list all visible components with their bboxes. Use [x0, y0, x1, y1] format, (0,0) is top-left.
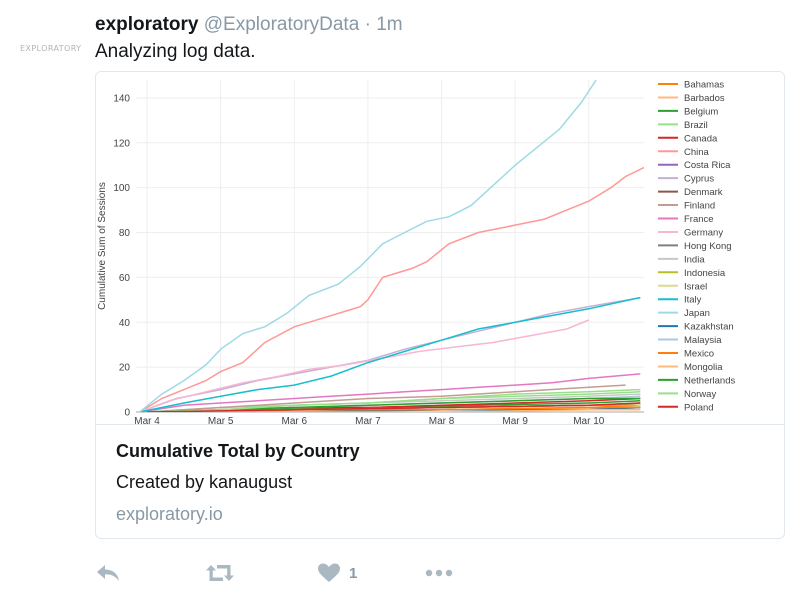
user-handle[interactable]: @ExploratoryData — [203, 14, 360, 35]
x-tick-label: Mar 10 — [573, 416, 605, 424]
legend-label: France — [684, 214, 714, 225]
legend-label: China — [684, 147, 710, 158]
card-description: Created by kanaugust — [116, 472, 293, 492]
y-tick-label: 40 — [119, 318, 131, 329]
legend-label: Malaysia — [684, 335, 722, 346]
card-image[interactable]: 0 20 40 60 80 100 120 140 Mar 4 Mar 5 Mar 6 Mar 7 Ma… — [96, 72, 784, 428]
series-line-china — [139, 166, 644, 412]
legend-label: Finland — [684, 201, 715, 212]
y-axis-label: Cumulative Sum of Sessions — [97, 182, 108, 310]
legend-label: India — [684, 254, 705, 265]
y-tick-label: 0 — [124, 408, 130, 419]
legend-label: Japan — [684, 308, 710, 319]
more-button[interactable] — [425, 562, 453, 584]
legend-label: Kazakhstan — [684, 322, 734, 333]
x-tick-label: Mar 9 — [502, 416, 528, 424]
x-tick-label: Mar 4 — [134, 416, 160, 424]
legend-label: Norway — [684, 389, 716, 400]
tweet-actions: 1 — [95, 562, 495, 592]
series-line-mongolia — [147, 409, 641, 412]
x-tick-label: Mar 8 — [429, 416, 455, 424]
retweet-icon — [206, 565, 234, 581]
tweet-text: Analyzing log data. — [95, 41, 256, 62]
series-line-finland — [146, 384, 626, 412]
legend-label: Barbados — [684, 93, 725, 104]
timestamp[interactable]: 1m — [376, 14, 403, 35]
legend-label: Hong Kong — [684, 241, 732, 252]
card-url[interactable]: exploratory.io — [116, 504, 223, 524]
legend-label: Bahamas — [684, 80, 724, 91]
avatar[interactable]: EXPLORATORY — [20, 44, 82, 53]
legend-label: Denmark — [684, 187, 723, 198]
more-icon — [425, 569, 453, 577]
retweet-button[interactable] — [205, 562, 235, 584]
legend-label: Cyprus — [684, 174, 714, 185]
legend-label: Poland — [684, 402, 714, 413]
line-chart: 0 20 40 60 80 100 120 140 Mar 4 Mar 5 Mar 6 Mar 7 Ma… — [97, 79, 735, 428]
x-tick-label: Mar 7 — [355, 416, 381, 424]
legend-label: Indonesia — [684, 268, 726, 279]
x-tick-label: Mar 6 — [282, 416, 308, 424]
y-tick-label: 100 — [113, 183, 130, 194]
y-tick-label: 120 — [113, 138, 130, 149]
y-tick-label: 60 — [119, 273, 131, 284]
like-button[interactable]: 1 — [317, 562, 357, 584]
legend-label: Belgium — [684, 106, 718, 117]
user-name[interactable]: exploratory — [95, 14, 199, 35]
series-line-germany — [139, 319, 590, 412]
legend-label: Israel — [684, 281, 707, 292]
legend-label: Brazil — [684, 120, 708, 131]
y-tick-label: 80 — [119, 228, 131, 239]
legend-label: Canada — [684, 133, 718, 144]
legend-label: Italy — [684, 295, 702, 306]
legend-label: Mexico — [684, 349, 714, 360]
series-line-japan — [139, 79, 597, 412]
card-title[interactable]: Cumulative Total by Country — [116, 441, 360, 461]
like-count: 1 — [349, 564, 358, 582]
legend-label: Germany — [684, 227, 723, 238]
series-line-italy — [139, 296, 641, 412]
legend-label: Netherlands — [684, 375, 735, 386]
reply-icon — [97, 565, 119, 581]
reply-button[interactable] — [95, 562, 121, 584]
heart-icon — [318, 563, 340, 582]
y-tick-label: 140 — [113, 93, 130, 104]
legend-label: Costa Rica — [684, 160, 731, 171]
y-tick-label: 20 — [119, 363, 131, 374]
separator-dot: · — [364, 14, 371, 35]
legend-label: Mongolia — [684, 362, 723, 373]
series-line-cyprus — [139, 296, 641, 412]
series-line-norway — [146, 391, 641, 412]
link-card[interactable]: 0 20 40 60 80 100 120 140 Mar 4 Mar 5 Mar 6 Mar 7 Ma… — [95, 71, 785, 539]
series-line-france — [139, 373, 641, 412]
series-line-poland — [146, 402, 641, 412]
x-tick-label: Mar 5 — [208, 416, 234, 424]
tweet-header: exploratory @ExploratoryData · 1m — [95, 13, 403, 37]
